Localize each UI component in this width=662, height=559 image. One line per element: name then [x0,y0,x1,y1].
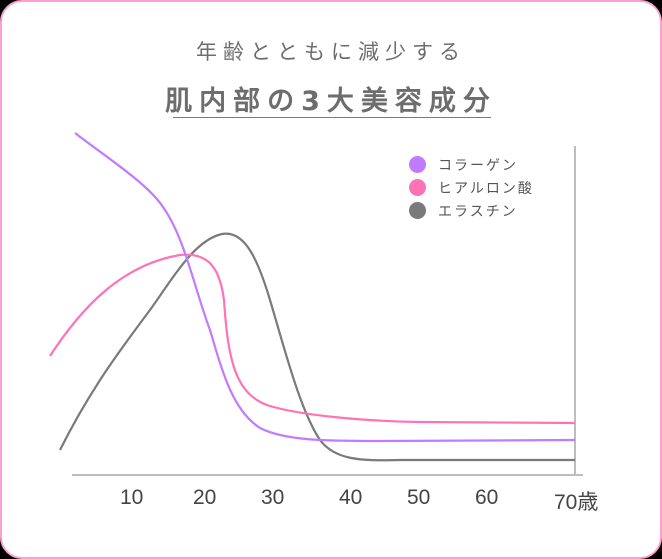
legend-item-collagen: コラーゲン [409,153,534,176]
legend-label: コラーゲン [438,157,518,174]
x-tick-30: 30 [261,486,285,509]
x-tick-70: 70歳 [554,491,599,514]
legend-item-hyaluronic-acid: ヒアルロン酸 [409,176,534,199]
x-tick-10: 10 [120,486,144,509]
x-tick-50: 50 [407,486,431,509]
legend-dot-icon [409,179,426,196]
chart-legend: コラーゲン ヒアルロン酸 エラスチン [409,153,534,222]
legend-dot-icon [409,202,426,219]
series-elastin [59,232,575,462]
title-underline [173,117,491,118]
series-hyaluronic-acid [49,253,576,425]
x-tick-40: 40 [339,486,363,509]
legend-label: エラスチン [438,203,518,220]
legend-item-elastin: エラスチン [409,199,534,222]
legend-label: ヒアルロン酸 [438,180,534,197]
legend-dot-icon [409,156,426,173]
chart-subtitle: 年齢とともに減少する [196,40,466,64]
chart-title: 肌内部の3大美容成分 [165,86,497,117]
x-tick-60: 60 [475,486,499,509]
x-tick-20: 20 [193,486,217,509]
series-collagen [74,132,576,443]
